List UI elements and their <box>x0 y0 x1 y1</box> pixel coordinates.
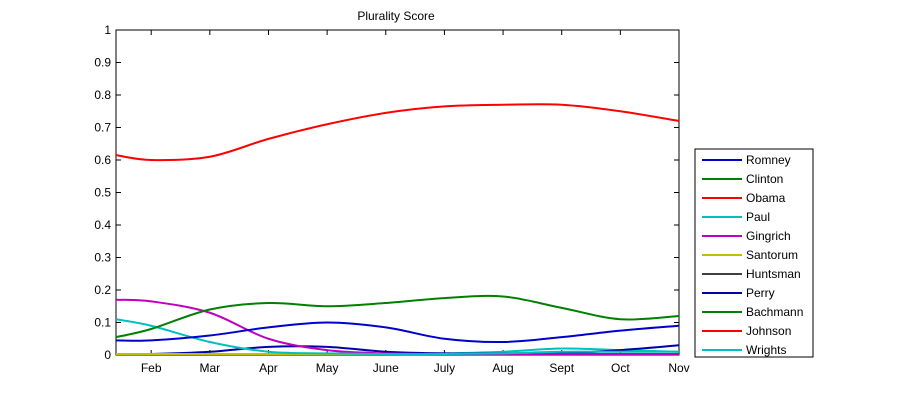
x-tick-label: Feb <box>141 361 162 375</box>
legend-label-paul: Paul <box>746 210 770 224</box>
series-line-obama <box>115 103 680 162</box>
x-tick-label: Aug <box>492 361 513 375</box>
x-axis: Feb Mar Apr May June July Aug Sept Oct Nov <box>141 30 690 375</box>
y-tick-label: 0.7 <box>94 121 111 135</box>
y-tick-label: 0.2 <box>94 283 111 297</box>
legend-label-obama: Obama <box>746 191 786 205</box>
legend-label-gingrich: Gingrich <box>746 229 791 243</box>
legend-box <box>694 148 814 358</box>
x-tick-label: July <box>434 361 455 375</box>
y-tick-label: 0.1 <box>94 316 111 330</box>
x-tick-label: Nov <box>668 361 689 375</box>
x-tick-label: Mar <box>199 361 220 375</box>
y-tick-label: 0.8 <box>94 88 111 102</box>
chart-title: Plurality Score <box>357 9 435 23</box>
legend-label-santorum: Santorum <box>746 248 798 262</box>
series-line-romney <box>115 321 680 344</box>
series-line-clinton <box>115 294 680 339</box>
y-tick-label: 0 <box>104 348 111 362</box>
y-tick-label: 0.3 <box>94 251 111 265</box>
x-tick-label: Oct <box>611 361 630 375</box>
plot-area <box>115 29 680 356</box>
legend-label-huntsman: Huntsman <box>746 267 801 281</box>
y-tick-label: 0.4 <box>94 218 111 232</box>
legend-label-wrights: Wrights <box>746 343 786 357</box>
y-tick-label: 0.9 <box>94 56 111 70</box>
y-tick-label: 0.6 <box>94 153 111 167</box>
x-tick-label: June <box>373 361 399 375</box>
y-tick-label: 0.5 <box>94 186 111 200</box>
y-axis: 0 0.1 0.2 0.3 0.4 0.5 0.6 0.7 0.8 0.9 1 <box>94 23 679 362</box>
legend-label-clinton: Clinton <box>746 172 783 186</box>
legend-label-johnson: Johnson <box>746 324 791 338</box>
legend-label-bachmann: Bachmann <box>746 305 803 319</box>
legend-label-romney: Romney <box>746 153 791 167</box>
x-tick-label: Sept <box>549 361 574 375</box>
series-layer <box>115 103 680 356</box>
legend: Romney Clinton Obama Paul Gingrich Santorum Hu… <box>694 148 814 358</box>
legend-label-perry: Perry <box>746 286 775 300</box>
series-line-perry <box>115 344 680 356</box>
x-tick-label: Apr <box>259 361 278 375</box>
x-tick-label: May <box>316 361 339 375</box>
y-tick-label: 1 <box>104 23 111 37</box>
